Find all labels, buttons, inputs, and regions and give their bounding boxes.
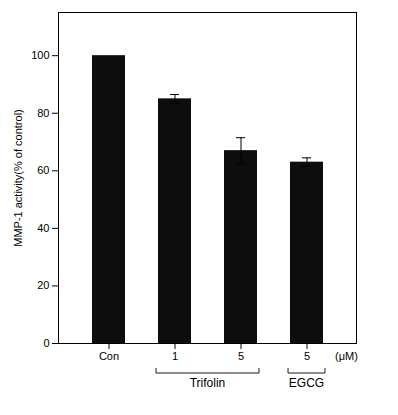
svg-text:1: 1 — [172, 350, 178, 362]
svg-text:0: 0 — [43, 337, 49, 349]
svg-text:Trifolin: Trifolin — [190, 376, 226, 390]
svg-text:(μM): (μM) — [335, 350, 358, 362]
svg-text:100: 100 — [31, 49, 49, 61]
svg-text:Con: Con — [99, 350, 119, 362]
svg-text:5: 5 — [304, 350, 310, 362]
svg-text:40: 40 — [37, 222, 49, 234]
svg-text:20: 20 — [37, 279, 49, 291]
svg-text:5: 5 — [238, 350, 244, 362]
svg-text:80: 80 — [37, 107, 49, 119]
svg-text:EGCG: EGCG — [289, 376, 324, 390]
svg-text:MMP-1 activity(% of control): MMP-1 activity(% of control) — [12, 109, 24, 247]
svg-text:60: 60 — [37, 164, 49, 176]
